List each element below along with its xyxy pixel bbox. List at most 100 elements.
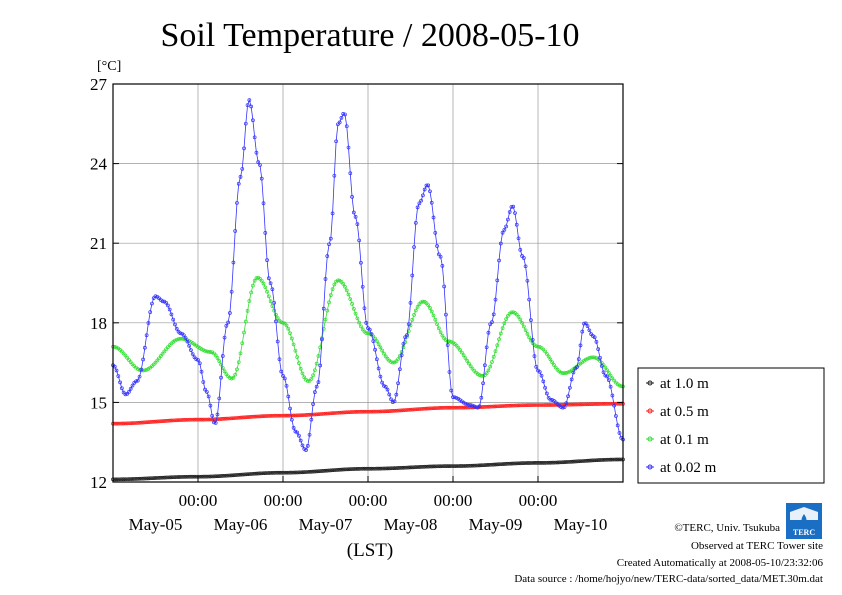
data-point (568, 459, 572, 464)
data-point (173, 475, 177, 479)
data-point (548, 357, 553, 362)
data-point (507, 461, 512, 466)
data-point (242, 146, 246, 151)
data-point (249, 104, 253, 109)
data-point (274, 413, 278, 418)
y-tick-label: 12 (90, 473, 107, 492)
data-point (348, 467, 353, 471)
data-point (265, 471, 269, 475)
data-point (185, 339, 190, 344)
data-point (373, 466, 377, 471)
data-point (256, 414, 261, 419)
data-point (506, 217, 510, 222)
data-point (380, 348, 385, 353)
data-point (376, 409, 381, 414)
data-point (412, 465, 416, 470)
data-point (321, 469, 326, 473)
data-point (541, 403, 546, 407)
data-point (580, 402, 585, 407)
data-point (491, 312, 496, 317)
data-point (486, 404, 491, 409)
data-point (222, 473, 227, 478)
data-point (614, 414, 618, 418)
data-point (484, 371, 489, 376)
data-point (341, 410, 346, 415)
data-point (532, 354, 537, 358)
data-point (189, 417, 193, 422)
data-point (155, 476, 160, 480)
data-point (119, 386, 124, 391)
data-point (438, 254, 443, 259)
data-point (155, 419, 160, 424)
data-point (252, 278, 257, 283)
data-point (217, 396, 222, 401)
data-point (605, 401, 609, 406)
data-point (401, 465, 406, 470)
data-point (419, 465, 423, 469)
data-point (502, 404, 507, 408)
data-point (594, 402, 599, 406)
data-point (591, 355, 595, 360)
data-point (343, 284, 347, 289)
data-point (309, 417, 314, 422)
data-point (251, 118, 255, 123)
data-point (307, 432, 312, 437)
data-point (442, 464, 446, 468)
data-point (357, 466, 361, 471)
data-point (268, 414, 273, 418)
data-point (495, 404, 500, 409)
data-point (212, 474, 216, 479)
data-point (445, 405, 450, 410)
data-point (205, 390, 209, 394)
data-point (376, 466, 381, 471)
data-point (252, 135, 257, 140)
data-point (245, 472, 250, 477)
data-point (274, 470, 278, 475)
data-point (410, 318, 415, 322)
data-point (396, 466, 400, 470)
data-point (392, 399, 397, 404)
data-point (385, 466, 390, 471)
data-point (390, 360, 395, 365)
data-point (128, 360, 133, 364)
data-point (236, 360, 241, 365)
x-time-label: 00:00 (179, 491, 218, 510)
y-tick-label: 18 (90, 314, 107, 333)
data-point (389, 397, 393, 402)
data-point (435, 322, 439, 326)
data-point (398, 367, 402, 372)
data-point (511, 403, 516, 408)
data-point (314, 361, 319, 366)
data-point (263, 285, 268, 290)
data-point (166, 303, 170, 308)
data-point (454, 405, 459, 410)
data-point (143, 476, 147, 481)
data-point (130, 421, 135, 425)
data-point (504, 462, 508, 466)
data-point (268, 471, 273, 475)
x-time-label: 00:00 (264, 491, 303, 510)
data-point (144, 333, 149, 338)
data-point (396, 381, 400, 386)
data-point (429, 309, 434, 314)
data-point (249, 415, 253, 419)
data-point (605, 457, 609, 462)
data-point (123, 421, 128, 426)
data-point (378, 466, 383, 471)
data-point (468, 364, 473, 369)
data-point (378, 345, 383, 350)
data-point (277, 470, 282, 475)
data-point (114, 477, 119, 482)
x-axis-ticks: 00:00 00:00 00:00 00:00 00:00 May-05 May-06 May… (129, 476, 607, 534)
data-point (359, 466, 363, 471)
data-point (521, 403, 526, 408)
data-point (141, 420, 145, 425)
data-point (206, 349, 211, 354)
data-point (362, 466, 367, 471)
data-point (274, 312, 278, 317)
data-point (596, 458, 601, 462)
data-point (119, 477, 124, 482)
legend-label: at 0.02 m (660, 460, 717, 476)
data-point (339, 467, 344, 472)
data-point (229, 289, 234, 294)
